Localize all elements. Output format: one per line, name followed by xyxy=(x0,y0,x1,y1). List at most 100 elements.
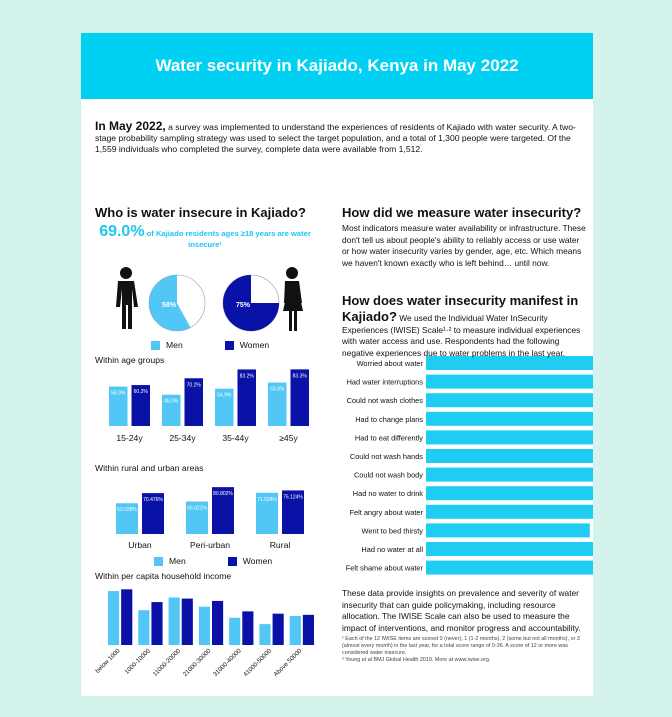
man-icon xyxy=(116,267,138,329)
bar-women xyxy=(181,598,193,645)
bar-value-label: 56.021% xyxy=(187,506,207,512)
pie-label-women: 75% xyxy=(236,302,251,309)
legend-men: Men xyxy=(169,556,186,566)
footnote-2: ² Young et al BMJ Global Health 2019. Mo… xyxy=(342,657,491,663)
intro-paragraph: In May 2022, a survey was implemented to… xyxy=(95,119,581,155)
bar-men xyxy=(162,394,181,426)
experience-bar xyxy=(426,393,593,408)
category-label: below 1000 xyxy=(94,647,122,675)
experience-label: Went to bed thirsty xyxy=(362,526,424,535)
men-swatch xyxy=(154,556,163,566)
bar-value-label: 83.3% xyxy=(293,373,308,379)
bar-value-label: 58.0% xyxy=(111,391,126,397)
experience-bar xyxy=(426,523,590,538)
experience-bar xyxy=(426,504,593,519)
bar-men xyxy=(186,501,208,534)
category-label: 25-34y xyxy=(169,433,196,443)
measure-heading: How did we measure water insecurity? xyxy=(342,205,582,220)
category-label: Peri-urban xyxy=(190,540,230,550)
bar-men xyxy=(109,386,128,426)
bar-women xyxy=(151,602,163,645)
women-swatch xyxy=(227,556,237,566)
infographic-sheet: Water security in Kajiado, Kenya in May … xyxy=(81,33,593,696)
bar-women xyxy=(290,369,309,426)
bar-women xyxy=(142,493,164,534)
stat-value: 69.0% xyxy=(99,223,145,240)
category-label: 21000-30000 xyxy=(182,647,213,678)
bar-women xyxy=(242,611,254,645)
category-label: 35-44y xyxy=(222,433,249,443)
stat-text: of Kajiado residents ages ≥18 years are … xyxy=(144,229,311,249)
rural-urban-chart: 53.028% 70.476% Urban 56.021% 80.802% Peri-ur… xyxy=(116,487,304,550)
bar-men xyxy=(138,610,150,645)
income-chart: below 1000 1000-10000 11000-20000 21000-300… xyxy=(94,589,314,678)
category-label: 41000-50000 xyxy=(242,647,273,678)
bar-men xyxy=(168,597,180,645)
bar-women xyxy=(302,614,314,645)
bar-value-label: 80.802% xyxy=(213,491,233,497)
income-title: Within per capita household income xyxy=(95,571,232,581)
bar-value-label: 46.0% xyxy=(164,399,179,405)
bar-value-label: 63.9% xyxy=(270,387,285,393)
experience-label: Had water interruptions xyxy=(347,378,424,387)
bar-value-label: 70.2% xyxy=(187,382,202,388)
experience-label: Had no water at all xyxy=(361,545,423,554)
age-title: Within age groups xyxy=(95,355,165,365)
experience-label: Could not wash clothes xyxy=(347,396,424,405)
bar-women xyxy=(184,378,203,426)
bar-women xyxy=(282,490,304,534)
bar-women xyxy=(212,487,234,534)
manifest-paragraph: Kajiado? We used the Individual Water In… xyxy=(342,309,586,359)
men-swatch xyxy=(151,340,160,350)
insights-paragraph: These data provide insights on prevalenc… xyxy=(342,588,581,633)
bar-men xyxy=(268,382,287,426)
bar-value-label: 54.9% xyxy=(217,393,232,399)
pie-label-men: 58% xyxy=(162,302,177,309)
pie-charts: 58% 75% xyxy=(148,274,280,332)
pie-slice-men xyxy=(149,275,191,331)
left-graphics: 58% 75% 58.0% 60.2%15-24y46.0%70.2%25-34y5… xyxy=(94,267,593,678)
legend-2: Men Women xyxy=(154,556,272,566)
bar-men xyxy=(116,503,138,534)
manifest-heading-cont: Kajiado? xyxy=(342,309,397,324)
experience-bar xyxy=(426,356,593,370)
intro-lead: In May 2022, xyxy=(95,119,166,133)
bar-value-label: 60.2% xyxy=(134,389,149,395)
bar-value-label: 70.476% xyxy=(143,497,163,503)
rural-urban-title: Within rural and urban areas xyxy=(95,463,204,473)
legend-women: Women xyxy=(242,556,273,566)
experience-label: Felt angry about water xyxy=(349,508,423,517)
category-label: 11000-20000 xyxy=(152,647,183,678)
manifest-text-a: We used the Individual Water InSecurity xyxy=(396,313,548,323)
bar-men xyxy=(108,591,120,645)
experience-label: Had to eat differently xyxy=(355,433,423,442)
legend-1: Men Women xyxy=(151,340,269,350)
who-heading: Who is water insecure in Kajiado? xyxy=(95,205,306,220)
measure-paragraph: Most indicators measure water availabili… xyxy=(342,223,586,268)
category-label: Rural xyxy=(270,540,291,550)
category-label: 31000-40000 xyxy=(212,647,243,678)
experience-label: Worried about water xyxy=(357,359,424,368)
experience-label: Felt shame about water xyxy=(346,564,424,573)
experience-bar xyxy=(426,542,593,556)
iwise-experience-chart: Worried about water88%Had water interrup… xyxy=(346,356,593,575)
experience-label: Had no water to drink xyxy=(353,489,424,498)
page-title: Water security in Kajiado, Kenya in May … xyxy=(81,33,593,99)
category-label: 1000-10000 xyxy=(124,647,153,676)
age-group-chart: 58.0% 60.2% 15-24y 46.0% 70.2% 25-34y 54.9% 83.… xyxy=(109,369,309,443)
experience-bar xyxy=(426,374,593,389)
manifest-heading: How does water insecurity manifest in xyxy=(342,293,579,308)
bar-value-label: 53.028% xyxy=(117,507,137,513)
bar-men xyxy=(289,616,301,645)
experience-bar xyxy=(426,560,593,575)
bar-women xyxy=(212,600,224,645)
category-label: Above 50000 xyxy=(273,647,304,678)
bar-men xyxy=(215,388,234,426)
bar-men xyxy=(256,492,278,534)
legend-men: Men xyxy=(166,340,183,350)
category-label: ≥45y xyxy=(279,433,298,443)
bar-value-label: 71.028% xyxy=(257,497,277,503)
bar-men xyxy=(229,617,241,645)
experience-label: Had to change plans xyxy=(355,415,423,424)
bar-women xyxy=(237,369,256,426)
